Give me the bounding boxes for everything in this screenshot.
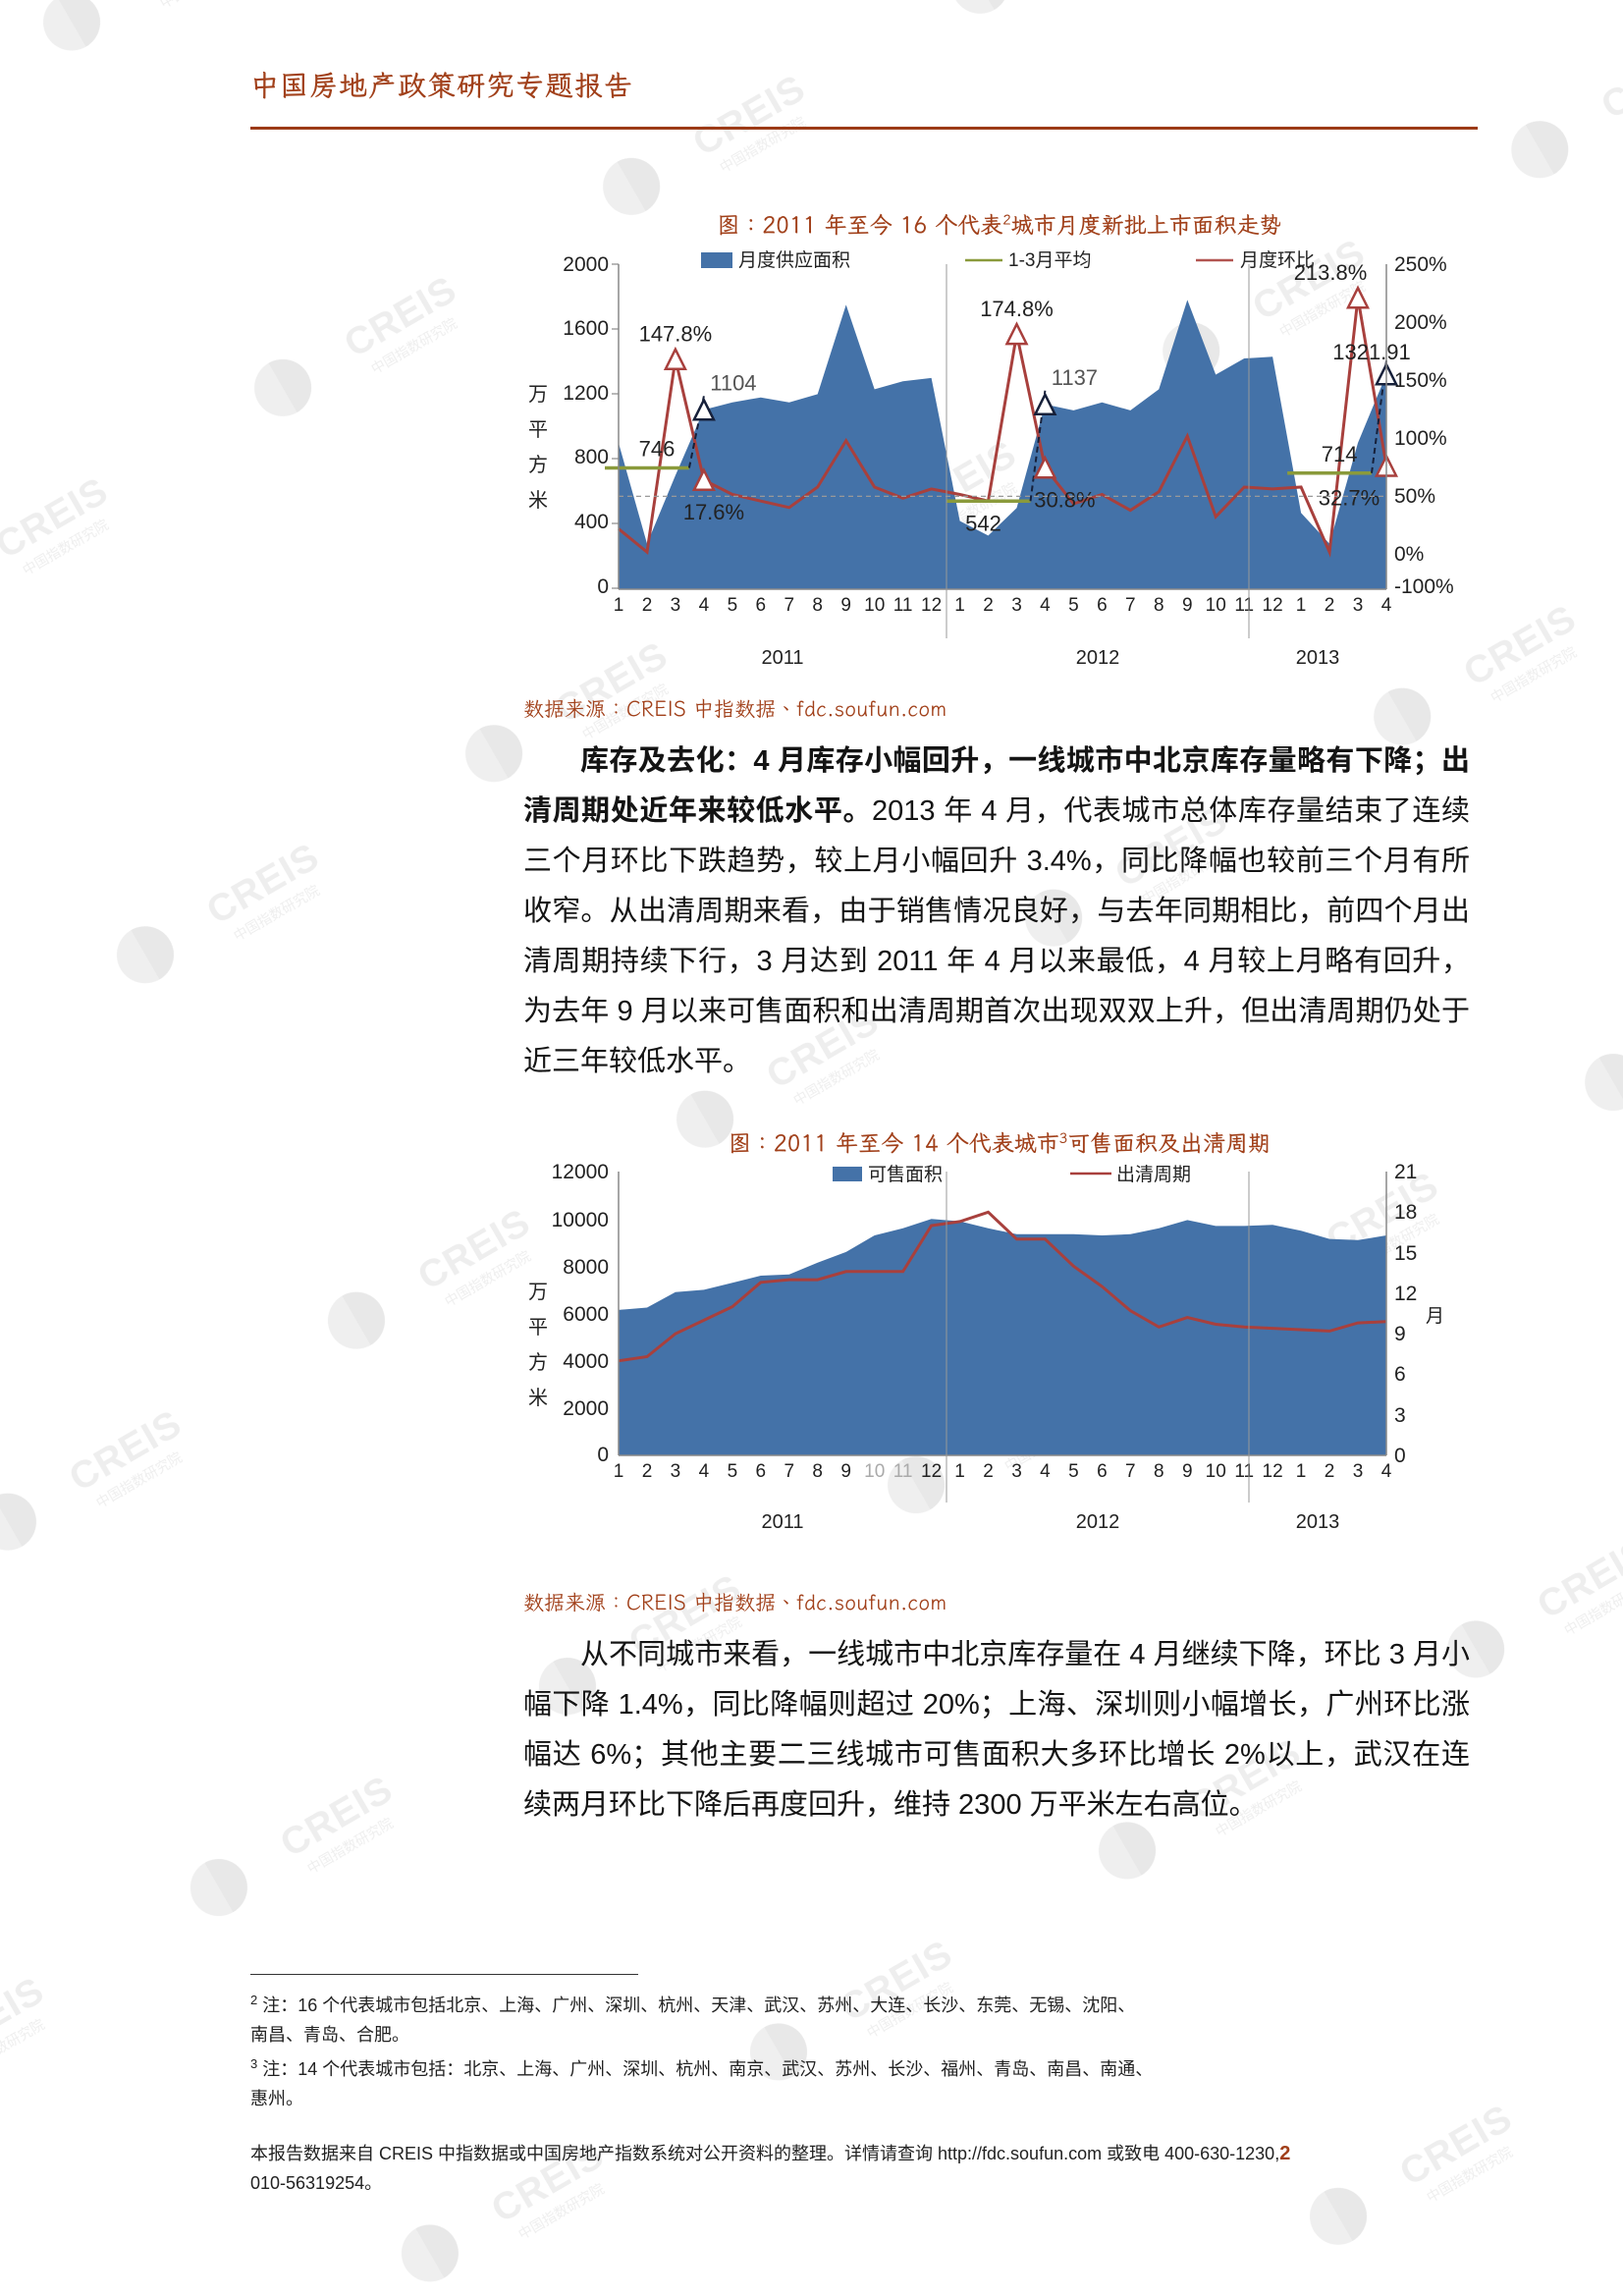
svg-text:4: 4 (1381, 1461, 1392, 1482)
svg-text:12000: 12000 (552, 1161, 609, 1183)
svg-text:7: 7 (1125, 1461, 1136, 1482)
svg-text:15: 15 (1394, 1242, 1417, 1265)
svg-text:12: 12 (1263, 1461, 1283, 1482)
svg-text:7: 7 (784, 1461, 795, 1482)
svg-text:米: 米 (528, 1382, 548, 1410)
svg-text:2: 2 (1325, 1461, 1335, 1482)
svg-text:10: 10 (864, 1461, 885, 1482)
svg-text:2011: 2011 (761, 1511, 803, 1532)
svg-text:2: 2 (642, 1461, 653, 1482)
svg-text:0: 0 (597, 1444, 609, 1466)
svg-text:6: 6 (1394, 1363, 1406, 1386)
svg-text:0: 0 (1394, 1445, 1406, 1467)
svg-text:出清周期: 出清周期 (1116, 1164, 1191, 1185)
svg-text:6000: 6000 (563, 1303, 609, 1326)
svg-text:4: 4 (1040, 1461, 1051, 1482)
svg-text:18: 18 (1394, 1201, 1417, 1224)
svg-text:9: 9 (1394, 1323, 1406, 1345)
svg-text:方: 方 (528, 1346, 548, 1375)
svg-text:2: 2 (983, 1461, 994, 1482)
svg-text:1: 1 (614, 1461, 624, 1482)
svg-text:12: 12 (921, 1461, 942, 1482)
svg-text:2013: 2013 (1296, 1511, 1340, 1532)
svg-text:3: 3 (1011, 1461, 1022, 1482)
svg-text:4000: 4000 (563, 1350, 609, 1373)
svg-text:万: 万 (528, 1276, 548, 1304)
svg-text:5: 5 (728, 1461, 738, 1482)
svg-text:2012: 2012 (1076, 1511, 1120, 1532)
svg-text:1: 1 (1296, 1461, 1307, 1482)
svg-text:8: 8 (1154, 1461, 1164, 1482)
svg-text:12: 12 (1394, 1283, 1417, 1305)
svg-text:4: 4 (699, 1461, 710, 1482)
svg-text:9: 9 (1182, 1461, 1193, 1482)
svg-text:10: 10 (1206, 1461, 1226, 1482)
svg-text:21: 21 (1394, 1161, 1417, 1183)
svg-text:8000: 8000 (563, 1256, 609, 1279)
svg-text:5: 5 (1068, 1461, 1079, 1482)
svg-text:月: 月 (1426, 1306, 1444, 1327)
svg-text:可售面积: 可售面积 (868, 1164, 943, 1185)
svg-text:6: 6 (1097, 1461, 1108, 1482)
svg-text:9: 9 (840, 1461, 851, 1482)
svg-text:3: 3 (1353, 1461, 1364, 1482)
svg-text:平: 平 (528, 1311, 548, 1339)
svg-text:11: 11 (893, 1461, 913, 1482)
svg-text:1: 1 (954, 1461, 965, 1482)
svg-text:11: 11 (1234, 1461, 1254, 1482)
svg-text:3: 3 (1394, 1404, 1406, 1427)
svg-text:3: 3 (671, 1461, 681, 1482)
svg-text:6: 6 (756, 1461, 767, 1482)
svg-text:10000: 10000 (552, 1209, 609, 1231)
svg-text:2000: 2000 (563, 1397, 609, 1420)
svg-text:8: 8 (812, 1461, 823, 1482)
